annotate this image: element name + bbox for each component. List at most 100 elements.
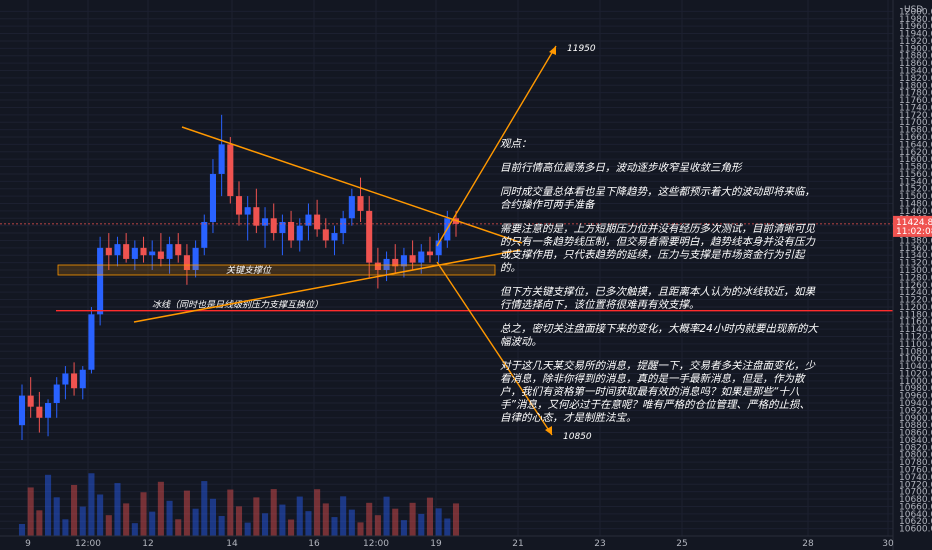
price-tick-label: 10880.00 xyxy=(899,421,932,431)
price-tick-label: 11980.00 xyxy=(899,15,932,25)
price-tick-label: 11540.00 xyxy=(899,177,932,187)
price-tick-label: 11820.00 xyxy=(899,74,932,84)
price-tick-label: 11060.00 xyxy=(899,355,932,365)
candle-body xyxy=(383,258,390,270)
price-tick-label: 11640.00 xyxy=(899,140,932,150)
time-tick-label: 28 xyxy=(802,539,814,549)
candle-body xyxy=(357,196,364,211)
price-tick-label: 10940.00 xyxy=(899,399,932,409)
price-tick-label: 11100.00 xyxy=(899,340,932,350)
price-tick-label: 10780.00 xyxy=(899,458,932,468)
candle-body xyxy=(314,214,321,230)
price-tick-label: 11260.00 xyxy=(899,281,932,291)
volume-bar xyxy=(288,519,295,536)
time-tick-label: 21 xyxy=(512,539,523,549)
volume-bar xyxy=(201,481,208,536)
price-tick-label: 11720.00 xyxy=(899,111,932,121)
candle-body xyxy=(366,210,373,263)
last-price-value: 11424.81 xyxy=(896,218,932,228)
commentary-paragraph: 对于这几天某交易所的消息，提醒一下，交易者多关注盘面变化，少看消息，除非你得到的… xyxy=(500,360,815,424)
volume-bar xyxy=(426,497,433,536)
price-tick-label: 11800.00 xyxy=(899,81,932,91)
downside-target-label: 10850 xyxy=(563,432,592,442)
price-tick-label: 11480.00 xyxy=(899,200,932,210)
candle-body xyxy=(71,373,78,389)
price-tick-label: 10660.00 xyxy=(899,502,932,512)
price-tick-label: 11320.00 xyxy=(899,259,932,269)
volume-bar xyxy=(400,520,407,536)
candle-body xyxy=(392,258,399,267)
candle-body xyxy=(166,244,173,259)
candle-body xyxy=(18,395,26,426)
candle-body xyxy=(183,255,190,270)
time-tick-label: 19 xyxy=(430,539,442,549)
volume-bar xyxy=(209,498,216,536)
candle-body xyxy=(409,255,416,263)
price-tick-label: 10840.00 xyxy=(899,436,932,446)
price-tick-label: 11620.00 xyxy=(899,148,932,158)
price-tick-label: 11460.00 xyxy=(899,207,932,217)
price-tick-label: 11000.00 xyxy=(899,377,932,387)
price-tick-label: 10860.00 xyxy=(899,429,932,439)
price-tick-label: 10680.00 xyxy=(899,495,932,505)
volume-bar xyxy=(149,511,156,536)
volume-bar xyxy=(374,515,381,536)
volume-bar xyxy=(235,506,243,536)
price-tick-label: 11380.00 xyxy=(899,236,932,246)
volume-bar xyxy=(340,496,347,536)
lower-trendline xyxy=(133,249,521,323)
price-tick-label: 11020.00 xyxy=(899,369,932,379)
candle-body xyxy=(175,244,182,256)
candle-body xyxy=(270,218,277,234)
candle-body xyxy=(131,247,138,259)
candle-body xyxy=(45,403,52,418)
volume-bar xyxy=(279,504,286,536)
candle-body xyxy=(322,229,329,241)
volume-bar xyxy=(253,497,260,536)
price-tick-label: 11300.00 xyxy=(899,266,932,276)
volume-bar xyxy=(314,489,321,536)
candle-body xyxy=(305,214,312,226)
volume-bar xyxy=(18,524,26,536)
candle-body xyxy=(97,247,104,315)
price-tick-label: 11520.00 xyxy=(899,185,932,195)
price-tick-label: 11080.00 xyxy=(899,347,932,357)
volume-bar xyxy=(114,483,121,536)
candle-body xyxy=(235,196,243,215)
candle-body xyxy=(27,395,34,407)
price-tick-label: 11160.00 xyxy=(899,318,932,328)
candle-body xyxy=(244,207,251,215)
price-tick-label: 10600.00 xyxy=(899,525,932,535)
candle-body xyxy=(374,262,381,270)
candle-body xyxy=(201,221,208,248)
volume-bar xyxy=(409,502,416,536)
time-tick-label: 14 xyxy=(226,539,238,549)
price-tick-label: 11220.00 xyxy=(899,296,932,306)
volume-bar xyxy=(357,522,364,536)
time-tick-label: 16 xyxy=(308,539,320,549)
upside-target-label: 11950 xyxy=(567,44,596,54)
commentary-paragraph: 总之，密切关注盘面接下来的变化，大概率24小时内就要出现新的大幅波动。 xyxy=(500,323,818,348)
candle-body xyxy=(88,314,95,370)
price-tick-label: 10700.00 xyxy=(899,488,932,498)
time-tick-label: 9 xyxy=(25,539,31,549)
volume-bar xyxy=(175,519,182,536)
price-tick-label: 11740.00 xyxy=(899,103,932,113)
volume-bar xyxy=(140,492,147,536)
last-price-tag xyxy=(893,215,932,237)
time-tick-label: 30 xyxy=(882,539,894,549)
candle-body xyxy=(157,251,164,259)
commentary-paragraph: 但下方关键支撑位，已多次触摸，且距离本人认为的冰线较近，如果行情选择向下，该位置… xyxy=(500,286,815,311)
price-axis[interactable]: 12000.0011980.0011960.0011940.0011920.00… xyxy=(892,0,932,550)
volume-bar xyxy=(79,506,86,536)
price-tick-label: 11560.00 xyxy=(899,170,932,180)
price-tick-label: 11760.00 xyxy=(899,96,932,106)
volume-bar xyxy=(305,511,312,536)
price-tick-label: 11360.00 xyxy=(899,244,932,254)
time-axis[interactable]: 9 12:00 12 14 16 12:00 19 21 23 25 28 30 xyxy=(0,535,894,549)
candle-body xyxy=(209,173,216,222)
time-tick-label: 25 xyxy=(676,539,687,549)
price-tick-label: 12000.00 xyxy=(899,7,932,17)
time-tick-label: 12 xyxy=(142,539,153,549)
